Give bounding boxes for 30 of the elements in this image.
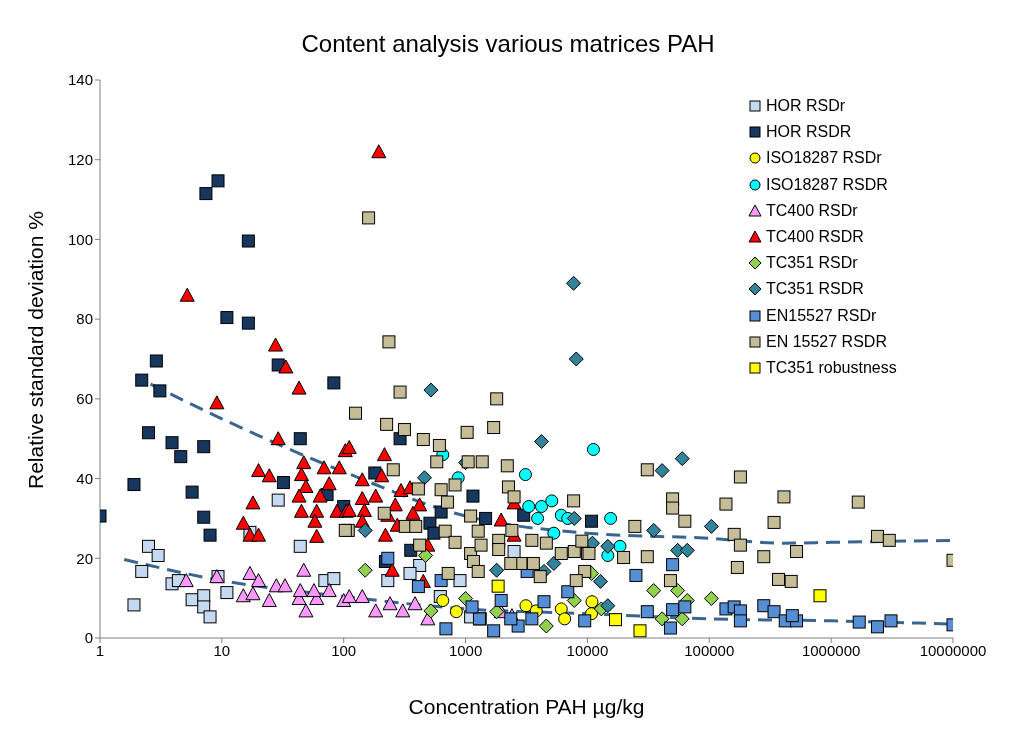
legend-label: TC400 RSDR: [766, 228, 864, 247]
legend-label: TC400 RSDr: [766, 201, 858, 220]
legend-label: EN 15527 RSDR: [766, 332, 887, 351]
y-tick-label: 80: [76, 310, 93, 328]
chart-title: Content analysis various matrices PAH: [300, 30, 716, 58]
x-tick-label: 1000: [448, 641, 483, 659]
y-tick-label: 60: [76, 390, 93, 408]
legend-label: HOR RSDr: [766, 97, 846, 116]
legend-label: ISO18287 RSDr: [766, 149, 882, 168]
y-axis-title: Relative standard deviation %: [24, 211, 48, 489]
x-axis-title: Concentration PAH µg/kg: [408, 695, 645, 718]
x-tick-label: 10: [213, 641, 231, 659]
y-tick-label: 40: [76, 469, 93, 487]
legend-label: HOR RSDR: [766, 123, 852, 142]
y-tick-label: 120: [67, 151, 93, 169]
legend-label: TC351 RSDR: [766, 280, 864, 299]
y-tick-label: 140: [67, 71, 93, 89]
x-tick-label: 10000: [566, 641, 609, 659]
y-tick-label: 20: [76, 549, 93, 567]
x-tick-label: 100: [331, 641, 357, 659]
x-tick-label: 1: [95, 641, 105, 659]
x-tick-label: 100000: [684, 641, 735, 659]
y-tick-label: 0: [84, 629, 93, 647]
legend-label: ISO18287 RSDR: [766, 175, 888, 194]
legend-label: EN15527 RSDr: [766, 306, 877, 325]
legend-label: TC351 robustness: [766, 358, 897, 377]
y-tick-label: 100: [67, 230, 93, 248]
x-tick-label: 1000000: [801, 641, 861, 659]
x-tick-label: 10000000: [919, 641, 987, 659]
legend-label: TC351 RSDr: [766, 254, 858, 273]
